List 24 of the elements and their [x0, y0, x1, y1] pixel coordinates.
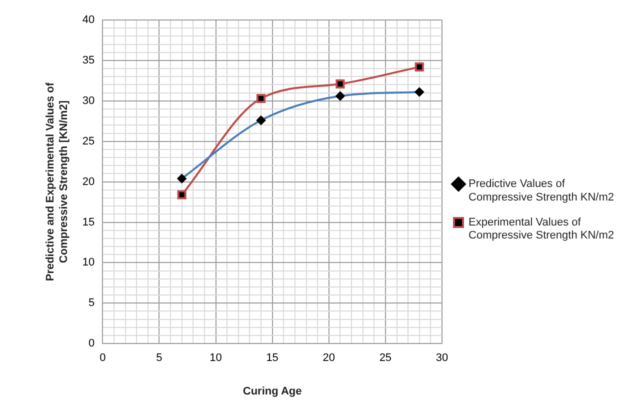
y-tick-label: 0 [88, 338, 95, 350]
y-tick-label: 35 [82, 54, 95, 66]
y-tick-label: 30 [82, 94, 95, 107]
y-tick-label: 15 [82, 216, 95, 228]
y-tick-label: 10 [82, 256, 95, 269]
x-tick-label: 30 [436, 352, 448, 364]
x-tick-label: 25 [379, 352, 392, 364]
point [177, 190, 186, 200]
x-tick-label: 20 [322, 352, 336, 364]
x-tick-label: 10 [210, 352, 222, 364]
x-tick-label: 15 [266, 352, 278, 364]
y-tick-label: 40 [82, 14, 95, 26]
y-axis-title: Predictive and Experimental Values of Compressive Strength [KN/m2] [44, 82, 70, 282]
x-tick-label: 0 [100, 352, 106, 364]
y-tick-label: 5 [88, 297, 95, 310]
point [256, 94, 266, 104]
x-axis-title: Curing Age [242, 385, 302, 398]
point [336, 79, 345, 88]
y-tick-label: 20 [82, 176, 95, 188]
legend-label: Experimental Values of Compressive Strength KN/m2 [468, 216, 614, 242]
x-tick-label: 5 [156, 352, 162, 364]
y-tick-label: 25 [82, 135, 95, 148]
legend-label: Predictive Values of Compressive Strength KN/m2 [468, 178, 614, 204]
point [414, 62, 424, 72]
